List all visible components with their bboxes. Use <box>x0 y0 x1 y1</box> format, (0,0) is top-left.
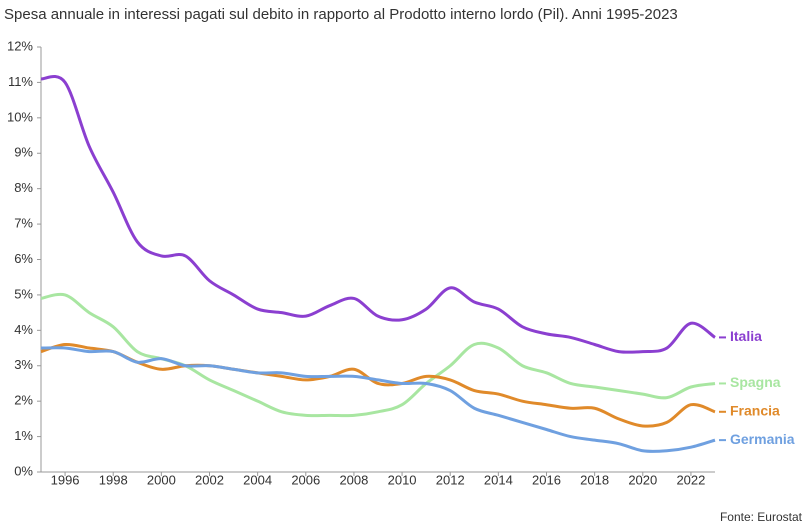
x-tick-label: 2014 <box>484 472 513 487</box>
series-label: Germania <box>730 431 795 447</box>
y-tick-label: 10% <box>7 109 33 124</box>
series-line <box>40 292 716 418</box>
y-tick-label: 8% <box>14 180 33 195</box>
x-tick-label: 2002 <box>195 472 224 487</box>
x-tick-label: 2012 <box>436 472 465 487</box>
x-tick-label: 2006 <box>291 472 320 487</box>
x-tick-label: 2004 <box>243 472 272 487</box>
x-tick-label: 2020 <box>628 472 657 487</box>
y-tick-label: 4% <box>14 322 33 337</box>
y-tick-label: 7% <box>14 216 33 231</box>
x-tick-label: 2010 <box>388 472 417 487</box>
x-tick-label: 1998 <box>99 472 128 487</box>
y-tick-label: 3% <box>14 357 33 372</box>
y-tick-label: 1% <box>14 428 33 443</box>
x-tick-label: 2016 <box>532 472 561 487</box>
x-tick-label: 2018 <box>580 472 609 487</box>
series-label: Italia <box>730 328 762 344</box>
y-tick-label: 6% <box>14 251 33 266</box>
source: Fonte: Eurostat <box>720 510 803 524</box>
x-tick-label: 1996 <box>51 472 80 487</box>
y-tick-label: 9% <box>14 145 33 160</box>
y-tick-label: 5% <box>14 286 33 301</box>
series-line <box>40 346 716 453</box>
series-line <box>40 342 716 428</box>
series-label: Spagna <box>730 374 781 390</box>
y-tick-label: 0% <box>14 463 33 478</box>
x-tick-label: 2000 <box>147 472 176 487</box>
x-tick-label: 2022 <box>676 472 705 487</box>
x-tick-label: 2008 <box>339 472 368 487</box>
y-tick-label: 2% <box>14 393 33 408</box>
series-label: Francia <box>730 402 780 418</box>
chart-title: Spesa annuale in interessi pagati sul de… <box>4 6 678 23</box>
y-tick-label: 12% <box>7 38 33 53</box>
series-line <box>40 75 716 354</box>
y-tick-label: 11% <box>8 74 33 89</box>
